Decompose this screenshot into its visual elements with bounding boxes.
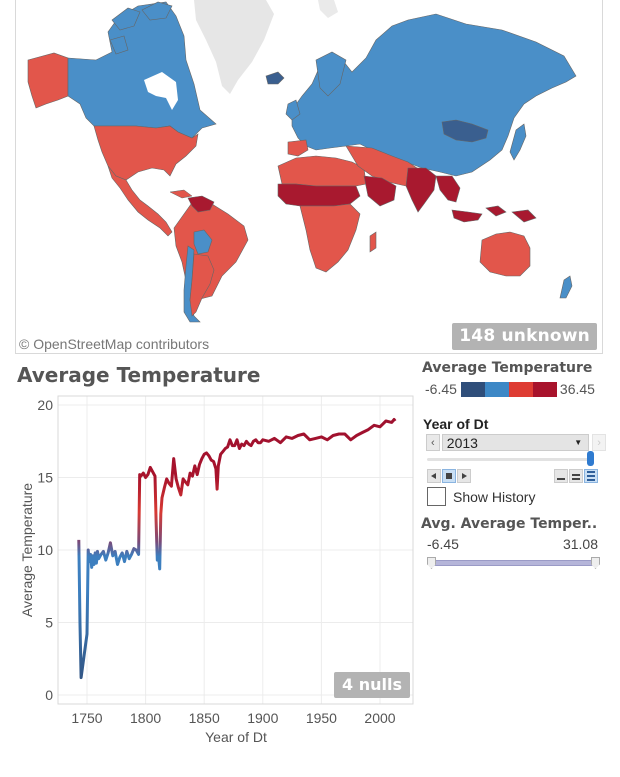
y-tick-label: 10: [37, 542, 53, 558]
average-temperature-line[interactable]: [77, 418, 397, 680]
range-slider-min-handle[interactable]: [427, 557, 436, 569]
legend-swatch: [460, 381, 485, 397]
x-tick-label: 1800: [130, 710, 161, 726]
sheet-title: Average Temperature: [17, 363, 261, 387]
nulls-indicator-badge[interactable]: 4 nulls: [334, 672, 410, 698]
year-filter-control: ‹ 2013 ▼ ›: [426, 434, 606, 451]
country-scandinavia[interactable]: [315, 51, 347, 97]
dropdown-caret-icon: ▼: [574, 438, 583, 447]
country-svalbard[interactable]: [318, 0, 338, 18]
play-forward-icon: [462, 473, 467, 479]
country-usa[interactable]: [93, 125, 199, 181]
country-spain[interactable]: [287, 139, 309, 157]
country-mongolia[interactable]: [441, 119, 489, 143]
chart-gridlines: [58, 396, 413, 704]
plot-frame: [57, 395, 414, 705]
year-slider[interactable]: [427, 451, 594, 466]
x-tick-label: 2000: [364, 710, 395, 726]
range-filter-values: -6.45 31.08: [427, 536, 598, 552]
stop-icon: [446, 473, 452, 479]
region-southern-africa[interactable]: [299, 203, 361, 273]
region-north-africa[interactable]: [277, 155, 367, 187]
speed-medium-button[interactable]: [569, 469, 583, 483]
x-tick-label: 1750: [71, 710, 102, 726]
country-new-zealand[interactable]: [559, 275, 573, 299]
legend-swatch: [484, 381, 509, 397]
next-year-button[interactable]: ›: [592, 434, 606, 451]
region-se-asia[interactable]: [435, 175, 461, 203]
country-uk[interactable]: [285, 99, 301, 121]
legend-color-ramp: [460, 381, 557, 397]
filter-panel: Average Temperature -6.45 36.45 Year of …: [421, 360, 606, 569]
y-tick-label: 0: [45, 687, 53, 703]
y-tick-label: 15: [37, 470, 53, 486]
country-greenland[interactable]: [194, 0, 274, 94]
speed-fast-button[interactable]: [584, 469, 598, 483]
range-min-value[interactable]: -6.45: [427, 536, 459, 552]
stop-button[interactable]: [442, 469, 456, 483]
range-slider[interactable]: [427, 557, 600, 569]
show-history-checkbox[interactable]: [427, 487, 446, 506]
country-indonesia[interactable]: [451, 205, 537, 223]
country-canada[interactable]: [67, 1, 217, 139]
x-tick-label: 1950: [306, 710, 337, 726]
year-dropdown[interactable]: 2013 ▼: [441, 434, 590, 451]
hudson-bay: [144, 72, 178, 110]
speed-slow-icon: [557, 478, 565, 480]
x-tick-label: 1850: [189, 710, 220, 726]
year-slider-thumb[interactable]: [587, 451, 594, 466]
previous-year-button[interactable]: ‹: [426, 434, 440, 451]
legend-swatch: [532, 381, 557, 397]
x-axis-label: Year of Dt: [205, 729, 267, 745]
speed-slow-button[interactable]: [554, 469, 568, 483]
chevron-right-icon: ›: [597, 436, 601, 449]
x-tick-label: 1900: [247, 710, 278, 726]
line-chart-plot[interactable]: 0 5 10 15 20 1750 1800 1850 1900 1950 2000 Averag…: [0, 390, 420, 777]
y-axis-label: Average Temperature: [19, 483, 35, 617]
map-attribution[interactable]: © OpenStreetMap contributors: [19, 336, 210, 352]
legend-min-value: -6.45: [425, 381, 457, 397]
country-madagascar[interactable]: [369, 231, 377, 253]
country-mexico[interactable]: [107, 165, 173, 237]
country-usa-alaska[interactable]: [27, 52, 69, 109]
range-max-value[interactable]: 31.08: [562, 536, 598, 552]
world-map[interactable]: © OpenStreetMap contributors 148 unknown: [15, 0, 603, 354]
country-venezuela[interactable]: [187, 195, 215, 213]
speed-fast-icon: [587, 471, 595, 481]
country-iceland[interactable]: [265, 71, 285, 85]
playback-controls: [427, 469, 598, 483]
show-history-option[interactable]: Show History: [427, 487, 606, 506]
show-history-label: Show History: [453, 488, 536, 505]
y-axis-ticks: 0 5 10 15 20: [37, 397, 53, 703]
country-canada-islands[interactable]: [109, 1, 173, 55]
y-tick-label: 5: [45, 615, 53, 631]
choropleth-map[interactable]: [16, 0, 603, 354]
country-australia[interactable]: [479, 231, 531, 277]
unknown-indicator-badge[interactable]: 148 unknown: [452, 323, 597, 350]
range-filter-title: Avg. Average Temper..: [421, 516, 598, 532]
year-dropdown-value: 2013: [446, 434, 478, 451]
play-backward-button[interactable]: [427, 469, 441, 483]
play-forward-button[interactable]: [457, 469, 471, 483]
y-tick-label: 20: [37, 397, 53, 413]
color-legend-title: Average Temperature: [422, 360, 593, 376]
play-backward-icon: [431, 473, 436, 479]
speed-medium-icon: [572, 474, 580, 480]
legend-swatch: [508, 381, 533, 397]
country-japan[interactable]: [509, 123, 527, 161]
line-chart[interactable]: 0 5 10 15 20 1750 1800 1850 1900 1950 2000 Averag…: [0, 390, 420, 777]
range-slider-max-handle[interactable]: [591, 557, 600, 569]
country-bolivia[interactable]: [193, 229, 213, 255]
legend-max-value: 36.45: [559, 381, 595, 397]
country-europe-russia[interactable]: [291, 13, 577, 177]
x-axis-ticks: 1750 1800 1850 1900 1950 2000: [71, 710, 395, 726]
chevron-left-icon: ‹: [431, 436, 435, 449]
range-slider-bar[interactable]: [431, 560, 596, 566]
country-india[interactable]: [405, 167, 437, 213]
color-legend[interactable]: -6.45 36.45: [421, 381, 606, 397]
country-argentina[interactable]: [189, 253, 215, 317]
country-saudi-arabia[interactable]: [363, 175, 397, 207]
region-sahel[interactable]: [277, 183, 361, 207]
year-filter-title: Year of Dt: [423, 416, 489, 432]
